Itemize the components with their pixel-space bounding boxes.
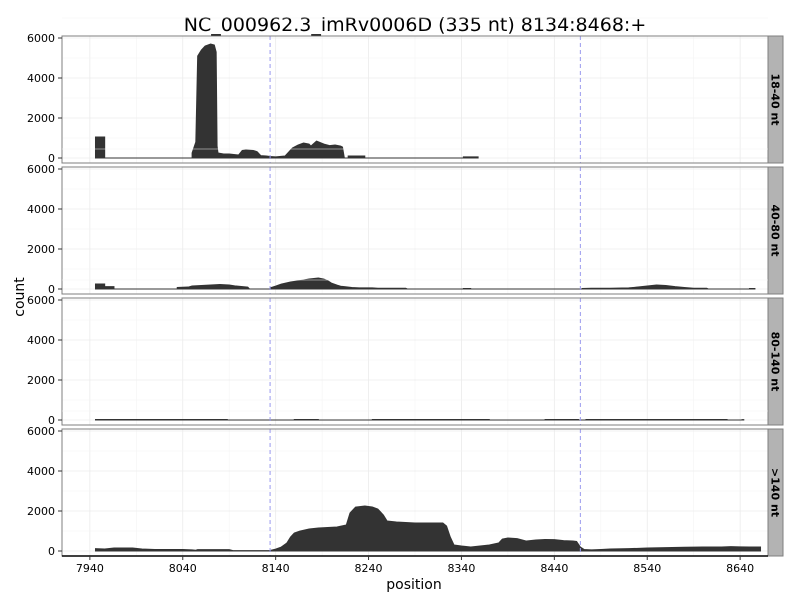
facet-strip [767, 297, 784, 426]
coverage-area [94, 277, 756, 290]
y-tick-label: 2000 [27, 112, 55, 125]
x-tick-label: 8140 [262, 562, 290, 575]
facet-strip [767, 428, 784, 557]
x-tick-label: 8240 [355, 562, 383, 575]
facet-panel: 0 2000 4000 6000 >140 nt [27, 410, 784, 558]
facet-strip-label: 40-80 nt [769, 204, 782, 256]
y-tick-label: 6000 [27, 294, 55, 307]
y-tick-label: 0 [48, 414, 55, 427]
y-tick-label: 4000 [27, 334, 55, 347]
facet-strip-label: 80-140 nt [769, 332, 782, 392]
facet-strip-label: 18-40 nt [769, 73, 782, 125]
y-tick-label: 6000 [27, 163, 55, 176]
coverage-area [94, 418, 745, 421]
chart-title: NC_000962.3_imRv0006D (335 nt) 8134:8468… [184, 14, 647, 36]
facet-panel: 0 2000 4000 6000 80-140 nt [27, 279, 784, 427]
x-tick-label: 8540 [633, 562, 661, 575]
y-tick-label: 0 [48, 283, 55, 296]
y-tick-label: 4000 [27, 203, 55, 216]
y-tick-label: 2000 [27, 505, 55, 518]
x-tick-label: 7940 [76, 562, 104, 575]
facet-strip [767, 166, 784, 295]
x-tick-label: 8340 [447, 562, 475, 575]
facet-strip [767, 35, 784, 164]
y-axis-label: count [12, 277, 28, 317]
y-tick-label: 6000 [27, 425, 55, 438]
x-tick-label: 8640 [726, 562, 754, 575]
facet-panels: 0 2000 4000 6000 18-40 nt 0 2000 4000 6000 40-80 … [27, 17, 784, 558]
x-tick-label: 8440 [540, 562, 568, 575]
coverage-area [94, 505, 762, 552]
x-axis: 7940 8040 8140 8240 8340 8440 8540 8640 [62, 555, 768, 575]
y-tick-label: 2000 [27, 374, 55, 387]
facet-panel: 0 2000 4000 6000 40-80 nt [27, 148, 784, 296]
y-tick-label: 0 [48, 152, 55, 165]
facet-panel: 0 2000 4000 6000 18-40 nt [27, 17, 784, 165]
y-tick-label: 4000 [27, 72, 55, 85]
x-tick-label: 8040 [169, 562, 197, 575]
y-tick-label: 4000 [27, 465, 55, 478]
y-tick-label: 0 [48, 545, 55, 558]
y-tick-label: 2000 [27, 243, 55, 256]
x-axis-label: position [386, 577, 441, 593]
facet-strip-label: >140 nt [769, 468, 782, 517]
y-tick-label: 6000 [27, 32, 55, 45]
